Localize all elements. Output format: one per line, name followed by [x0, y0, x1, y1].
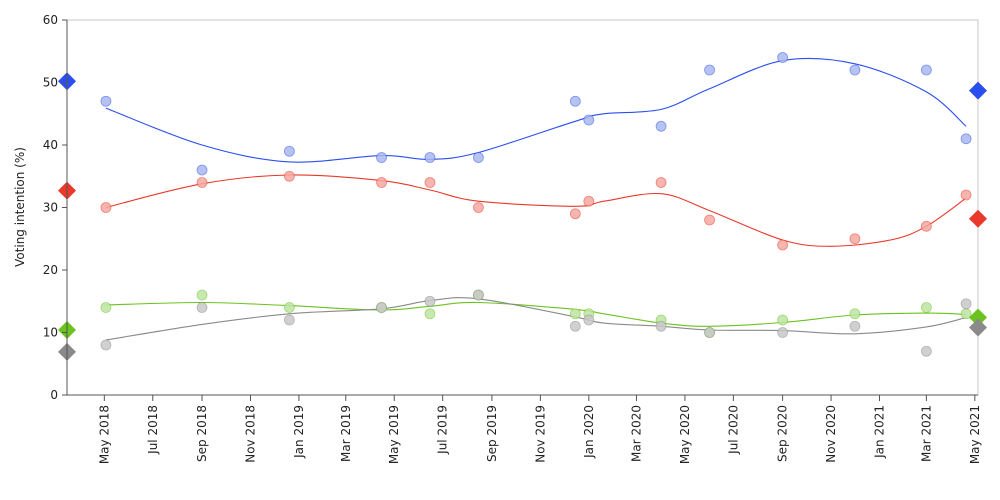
poll-point — [196, 302, 208, 313]
election-result-marker — [969, 81, 987, 100]
poll-point — [424, 152, 436, 163]
poll-point — [424, 177, 436, 188]
election-result-marker — [969, 318, 987, 337]
x-tick-label: Sep 2018 — [195, 405, 209, 462]
poll-point — [100, 95, 112, 107]
poll-point — [196, 164, 208, 176]
poll-point — [196, 177, 208, 188]
poll-point — [849, 308, 861, 320]
poll-point — [704, 327, 715, 338]
poll-point — [473, 152, 484, 163]
poll-point — [777, 52, 789, 63]
x-tick-label: Nov 2018 — [243, 405, 257, 463]
poll-point — [777, 314, 789, 326]
y-tick-label: 0 — [50, 388, 58, 402]
x-tick-label: May 2018 — [97, 405, 111, 464]
x-tick-label: Mar 2020 — [629, 405, 643, 462]
poll-point — [849, 64, 861, 76]
poll-point — [655, 120, 667, 132]
x-tick-label: Jul 2020 — [726, 405, 740, 455]
y-axis: 0 10 20 30 40 50 60 — [43, 13, 68, 402]
poll-point — [960, 133, 972, 145]
poll-point — [849, 320, 861, 332]
poll-point — [424, 308, 436, 320]
x-tick-label: Nov 2020 — [824, 405, 838, 463]
x-tick-label: Mar 2021 — [919, 405, 933, 462]
x-tick-label: Jan 2019 — [292, 405, 306, 459]
poll-point — [655, 177, 667, 188]
poll-point — [920, 345, 932, 357]
poll-point — [473, 202, 484, 213]
poll-point — [960, 298, 972, 310]
y-tick-label: 40 — [43, 138, 58, 152]
y-tick-label: 10 — [43, 326, 58, 340]
poll-point — [283, 170, 295, 182]
y-tick-label: 30 — [43, 201, 58, 215]
poll-point — [100, 302, 112, 313]
poll-point — [569, 320, 581, 332]
trend-line — [105, 57, 967, 163]
poll-point — [100, 339, 112, 351]
poll-point — [920, 302, 932, 313]
y-tick-label: 50 — [43, 76, 58, 90]
x-tick-label: Jan 2021 — [873, 405, 887, 459]
poll-point — [569, 208, 581, 220]
poll-point — [283, 145, 295, 157]
x-tick-label: Jul 2019 — [436, 405, 450, 455]
poll-point — [376, 177, 387, 188]
y-tick-label: 20 — [43, 263, 58, 277]
x-tick-label: May 2020 — [678, 405, 692, 464]
poll-point — [569, 95, 581, 107]
poll-point — [960, 189, 972, 201]
poll-point — [704, 64, 715, 76]
poll-point — [283, 302, 295, 313]
election-result-marker — [969, 209, 987, 228]
poll-point — [583, 314, 595, 326]
poll-point — [283, 314, 295, 326]
poll-point — [920, 64, 932, 76]
poll-points — [100, 52, 972, 357]
poll-point — [424, 295, 436, 307]
x-tick-label: Mar 2019 — [339, 405, 353, 462]
x-tick-label: May 2019 — [387, 405, 401, 464]
poll-point — [777, 239, 789, 251]
poll-point — [704, 214, 715, 226]
poll-point — [473, 289, 484, 301]
y-axis-title: Voting intention (%) — [13, 147, 27, 267]
x-tick-label: Jan 2020 — [582, 405, 596, 459]
plot-area — [66, 19, 979, 396]
x-tick-label: May 2021 — [968, 405, 982, 464]
poll-point — [777, 327, 789, 338]
election-result-marker — [969, 308, 987, 327]
poll-point — [100, 202, 112, 213]
x-tick-label: Nov 2019 — [533, 405, 547, 463]
x-axis: May 2018 Jul 2018 Sep 2018 Nov 2018 Jan 2019… — [67, 394, 982, 464]
poll-point — [920, 220, 932, 232]
poll-point — [655, 320, 667, 332]
poll-point — [376, 302, 387, 313]
poll-point — [583, 195, 595, 207]
x-tick-label: Sep 2019 — [485, 405, 499, 462]
poll-point — [376, 152, 387, 163]
poll-point — [569, 308, 581, 320]
poll-point — [583, 114, 595, 126]
poll-point — [849, 233, 861, 245]
x-tick-label: Sep 2020 — [776, 405, 790, 462]
y-tick-label: 60 — [43, 13, 58, 27]
x-tick-label: Jul 2018 — [146, 405, 160, 455]
poll-point — [196, 289, 208, 301]
